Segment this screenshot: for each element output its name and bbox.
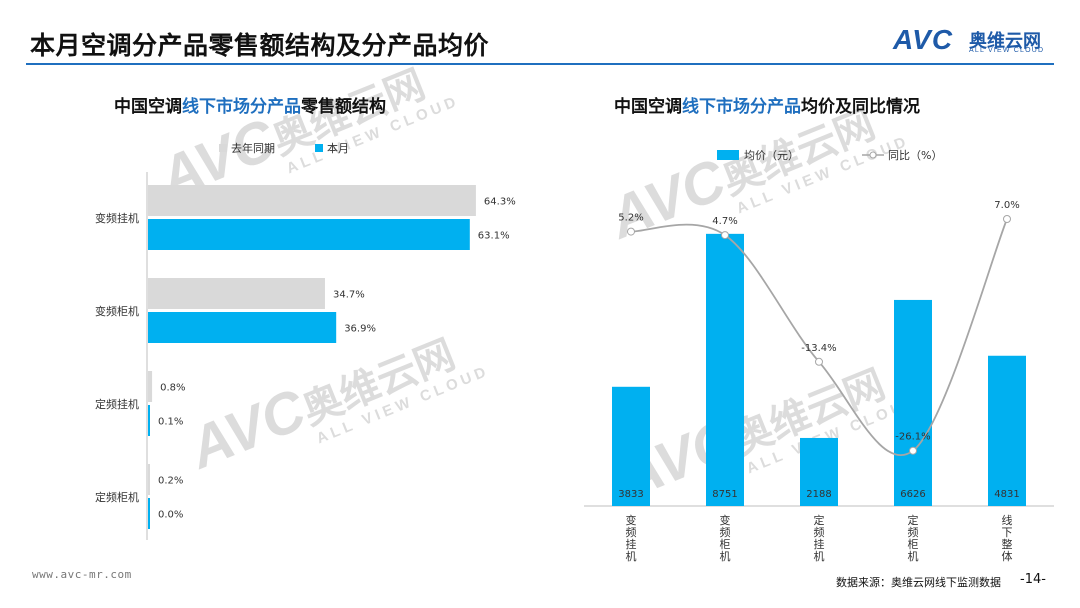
bar-value-label: 63.1% xyxy=(478,231,510,242)
avc-logo: AVC 奥维云网 ALL VIEW CLOUD xyxy=(893,24,1063,58)
price-bar xyxy=(612,386,650,506)
footer-source: 数据来源：奥维云网线下监测数据 xyxy=(836,576,1001,589)
bar-last-year xyxy=(148,464,150,495)
category-label: 定频挂机 xyxy=(95,397,139,411)
category-label-char: 挂 xyxy=(626,537,637,551)
legend-swatch-current xyxy=(315,144,323,152)
bar-last-year xyxy=(148,185,476,216)
legend-marker-yoy xyxy=(869,151,877,159)
price-value-label: 8751 xyxy=(712,489,737,500)
bar-current xyxy=(148,219,470,250)
yoy-point xyxy=(1003,215,1011,223)
logo-cn: 奥维云网 xyxy=(969,31,1041,52)
category-label-char: 机 xyxy=(908,549,919,563)
bar-value-label: 64.3% xyxy=(484,197,516,208)
category-label-char: 变 xyxy=(626,513,637,527)
bar-value-label: 34.7% xyxy=(333,290,365,301)
yoy-value-label: -26.1% xyxy=(895,432,930,443)
left-chart-title: 中国空调线下市场分产品零售额结构 xyxy=(114,97,386,117)
price-bar xyxy=(706,233,744,506)
category-label: 变频挂机 xyxy=(95,211,139,225)
category-label-char: 挂 xyxy=(814,537,825,551)
logo-text: AVC xyxy=(893,24,954,55)
legend-label-current: 本月 xyxy=(327,141,349,155)
yoy-line xyxy=(630,218,1008,457)
category-label-char: 线 xyxy=(1002,513,1013,527)
bar-value-label: 0.8% xyxy=(160,383,185,394)
legend-swatch-last-year xyxy=(219,144,227,152)
bar-last-year xyxy=(148,278,325,309)
bar-value-label: 36.9% xyxy=(344,324,376,335)
category-label-char: 整 xyxy=(1002,537,1013,551)
legend-label-price: 均价（元） xyxy=(744,149,799,162)
price-value-label: 3833 xyxy=(618,489,643,500)
yoy-point xyxy=(627,227,635,236)
category-label: 变频柜机 xyxy=(95,304,139,318)
bar-current xyxy=(148,498,150,529)
category-label-char: 频 xyxy=(814,525,825,539)
price-value-label: 6626 xyxy=(900,489,925,500)
price-bar xyxy=(894,299,932,506)
category-label-char: 定 xyxy=(908,513,919,527)
yoy-point xyxy=(909,446,917,455)
category-label-char: 机 xyxy=(814,549,825,563)
yoy-value-label: 5.2% xyxy=(618,213,643,224)
yoy-value-label: 4.7% xyxy=(712,216,737,227)
bar-last-year xyxy=(148,371,153,402)
category-label-char: 频 xyxy=(908,525,919,539)
legend-swatch-price xyxy=(717,150,739,160)
category-label-char: 变 xyxy=(720,513,731,527)
yoy-value-label: 7.0% xyxy=(994,200,1019,211)
bar-value-label: 0.2% xyxy=(158,476,183,487)
category-label-char: 体 xyxy=(1002,549,1013,563)
category-label-char: 柜 xyxy=(908,538,919,551)
price-value-label: 4831 xyxy=(994,489,1019,500)
category-label-char: 频 xyxy=(720,525,731,539)
category-label-char: 机 xyxy=(626,549,637,563)
legend-label-yoy: 同比（%） xyxy=(888,149,942,162)
category-label-char: 下 xyxy=(1002,526,1013,539)
yoy-point xyxy=(815,357,823,366)
category-label-char: 定 xyxy=(814,513,825,527)
bar-value-label: 0.1% xyxy=(158,417,183,428)
yoy-point xyxy=(721,231,729,240)
category-label-char: 机 xyxy=(720,549,731,563)
category-label-char: 柜 xyxy=(720,538,731,551)
bar-current xyxy=(148,405,150,436)
logo-en: ALL VIEW CLOUD xyxy=(969,47,1045,54)
legend-label-last-year: 去年同期 xyxy=(231,141,275,155)
yoy-value-label: -13.4% xyxy=(801,343,836,354)
page-number: -14- xyxy=(1020,572,1046,587)
bar-value-label: 0.0% xyxy=(158,510,183,521)
price-bar xyxy=(800,437,838,506)
category-label-char: 频 xyxy=(626,525,637,539)
price-bar xyxy=(988,355,1026,506)
price-value-label: 2188 xyxy=(806,489,831,500)
title-divider xyxy=(26,63,1054,65)
footer-url: www.avc-mr.com xyxy=(32,568,132,581)
page-title: 本月空调分产品零售额结构及分产品均价 xyxy=(30,31,490,60)
bar-current xyxy=(148,312,337,343)
category-label: 定频柜机 xyxy=(95,490,139,504)
right-chart-title: 中国空调线下市场分产品均价及同比情况 xyxy=(614,97,920,117)
